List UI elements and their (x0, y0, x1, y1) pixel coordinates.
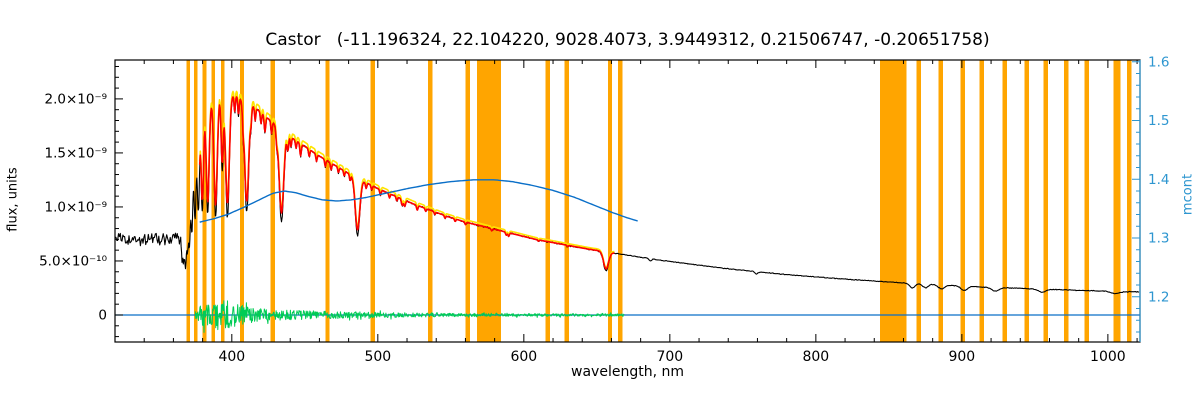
tick-label: 1.6 (1148, 54, 1169, 70)
axis-ticks (114, 60, 1140, 342)
tick-label: 500 (364, 349, 391, 365)
tick-label: 1000 (1090, 349, 1126, 365)
residual-line (194, 300, 625, 333)
tick-label: 1.5 (1148, 113, 1169, 129)
tick-label: 700 (656, 349, 683, 365)
tick-label: 800 (802, 349, 829, 365)
tick-label: 600 (510, 349, 537, 365)
model-shifted-line (198, 90, 615, 269)
tick-label: 1.4 (1148, 172, 1169, 188)
tick-label: 1.0×10⁻⁹ (45, 199, 108, 215)
tick-label: 1.5×10⁻⁹ (45, 145, 108, 161)
tick-label: 5.0×10⁻¹⁰ (39, 253, 107, 269)
tick-label: 900 (948, 349, 975, 365)
plot-frame (114, 59, 1141, 343)
tick-label: 0 (98, 307, 107, 323)
tick-label: 2.0×10⁻⁹ (45, 91, 108, 107)
mcont-curve (199, 179, 638, 223)
plot-title: Castor (-11.196324, 22.104220, 9028.4073… (265, 30, 990, 50)
x-axis-label: wavelength, nm (571, 364, 684, 380)
tick-label: 1.2 (1148, 289, 1169, 305)
tick-label: 400 (218, 349, 245, 365)
tick-label: 1.3 (1148, 231, 1169, 247)
model-spectrum-line (198, 96, 615, 270)
